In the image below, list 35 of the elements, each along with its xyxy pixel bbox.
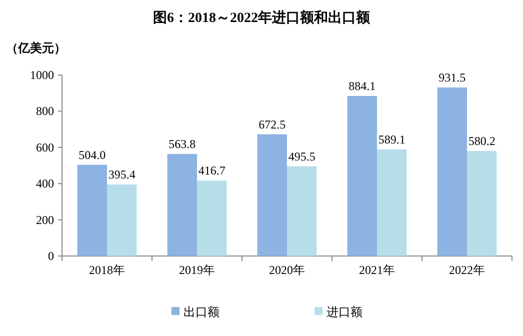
y-tick-label: 1000 [30, 68, 54, 82]
legend-label: 进口额 [326, 305, 362, 319]
x-tick-label: 2019年 [179, 263, 215, 277]
data-label: 580.2 [468, 134, 496, 148]
data-label: 495.5 [288, 149, 316, 164]
data-label: 931.5 [438, 70, 466, 84]
chart-title: 图6：2018～2022年进口额和出口额 [153, 9, 371, 26]
bar [467, 150, 497, 256]
y-axis-title: （亿美元） [6, 41, 66, 55]
x-tick-label: 2020年 [269, 263, 305, 277]
data-label: 504.0 [78, 148, 106, 162]
data-label: 884.1 [348, 78, 376, 93]
x-tick-label: 2021年 [359, 263, 395, 277]
y-tick-label: 800 [36, 104, 54, 118]
bar [377, 149, 407, 256]
data-label: 589.1 [378, 132, 406, 146]
data-label: 563.8 [168, 136, 196, 151]
bar [257, 134, 287, 256]
bar [287, 166, 317, 256]
bar [347, 96, 377, 256]
y-tick-label: 400 [36, 176, 54, 191]
bar [77, 164, 107, 256]
bar [197, 180, 227, 256]
legend-label: 出口额 [184, 305, 220, 319]
bar [167, 154, 197, 256]
data-label: 395.4 [108, 167, 136, 182]
data-label: 416.7 [198, 164, 226, 178]
x-tick-label: 2018年 [89, 263, 125, 277]
bar [437, 87, 467, 256]
data-label: 672.5 [258, 117, 286, 132]
y-tick-label: 600 [36, 140, 54, 154]
bar [107, 184, 137, 256]
x-tick-label: 2022年 [449, 263, 485, 277]
y-tick-label: 0 [48, 249, 54, 263]
y-tick-label: 200 [36, 212, 54, 227]
